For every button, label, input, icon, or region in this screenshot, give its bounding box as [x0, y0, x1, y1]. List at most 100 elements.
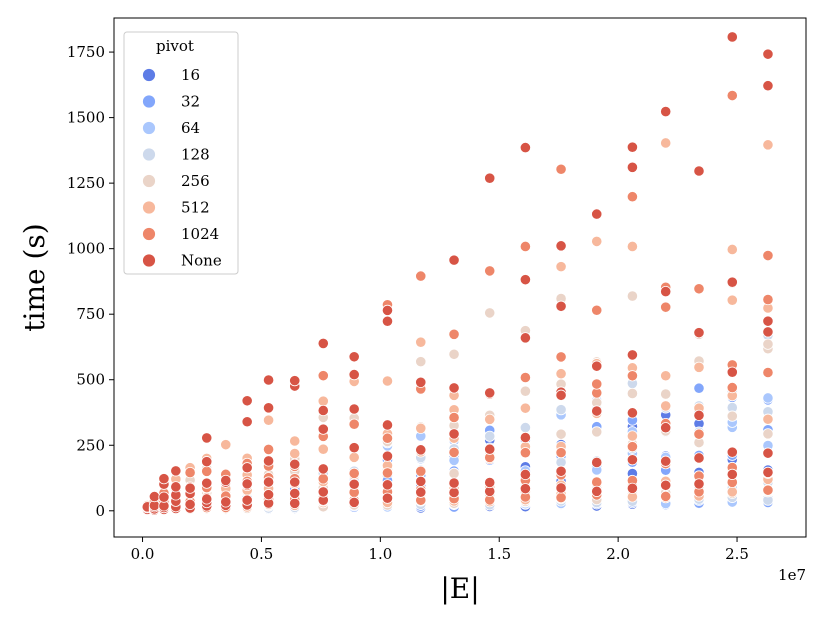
scatter-point-pivot-512: [626, 430, 639, 442]
scatter-point-pivot-none: [170, 465, 182, 477]
scatter-point-pivot-none: [262, 476, 275, 488]
scatter-point-pivot-1024: [591, 378, 603, 390]
legend-label-512: 512: [181, 199, 210, 217]
legend-entries: 16 32 64 128 256 512 1024 None: [142, 66, 222, 270]
scatter-point-pivot-none: [484, 387, 496, 399]
y-tick-label: 1750: [67, 43, 105, 61]
scatter-point-pivot-none: [519, 431, 531, 444]
scatter-point-pivot-none: [484, 476, 496, 489]
scatter-point-pivot-256: [762, 428, 774, 440]
scatter-point-pivot-none: [626, 141, 639, 153]
scatter-point-pivot-none: [158, 491, 170, 503]
scatter-point-pivot-none: [591, 485, 603, 497]
x-tick-label: 0.0: [131, 545, 155, 563]
scatter-point-pivot-none: [317, 337, 329, 350]
scatter-point-pivot-512: [317, 443, 329, 455]
scatter-point-pivot-none: [693, 478, 705, 490]
scatter-point-pivot-1024: [519, 240, 531, 253]
scatter-point-pivot-none: [158, 473, 170, 485]
scatter-point-pivot-none: [220, 496, 232, 508]
scatter-point-pivot-none: [415, 444, 427, 456]
scatter-point-pivot-512: [262, 414, 275, 426]
scatter-point-pivot-512: [660, 137, 672, 149]
scatter-point-pivot-1024: [519, 371, 531, 384]
scatter-point-pivot-1024: [317, 370, 329, 382]
scatter-point-pivot-512: [415, 422, 427, 434]
scatter-point-pivot-512: [726, 243, 738, 256]
scatter-point-pivot-1024: [660, 301, 672, 313]
legend-title: pivot: [156, 37, 194, 55]
scatter-point-pivot-none: [289, 375, 301, 387]
scatter-point-pivot-1024: [484, 265, 496, 277]
scatter-point-pivot-none: [348, 351, 360, 363]
legend-marker-64: [142, 121, 156, 135]
scatter-point-pivot-512: [555, 261, 567, 273]
scatter-point-pivot-512: [484, 413, 496, 425]
scatter-point-pivot-none: [626, 482, 639, 494]
scatter-point-pivot-none: [555, 240, 567, 252]
scatter-point-pivot-512: [415, 336, 427, 348]
scatter-point-pivot-none: [484, 172, 496, 184]
scatter-point-pivot-none: [348, 403, 360, 415]
scatter-point-pivot-64: [762, 392, 774, 404]
legend-label-256: 256: [181, 172, 210, 190]
y-tick-label: 1500: [67, 109, 105, 127]
scatter-point-pivot-none: [201, 456, 213, 468]
scatter-point-pivot-1024: [726, 381, 738, 394]
scatter-point-pivot-none: [184, 498, 196, 511]
scatter-point-pivot-none: [660, 105, 672, 118]
scatter-point-pivot-none: [201, 477, 213, 489]
scatter-point-pivot-none: [448, 428, 460, 440]
scatter-point-pivot-1024: [555, 492, 567, 504]
scatter-point-pivot-512: [348, 451, 360, 463]
y-axis-title: time (s): [18, 223, 51, 331]
scatter-point-pivot-none: [591, 405, 603, 417]
scatter-point-pivot-none: [241, 395, 253, 407]
scatter-point-pivot-256: [448, 467, 460, 480]
scatter-point-pivot-1024: [762, 249, 774, 262]
scatter-point-pivot-none: [591, 360, 603, 372]
scatter-point-pivot-1024: [660, 490, 672, 502]
scatter-point-pivot-none: [241, 462, 253, 474]
scatter-point-pivot-1024: [762, 293, 774, 306]
scatter-point-pivot-1024: [201, 465, 213, 477]
scatter-point-pivot-512: [591, 235, 603, 248]
scatter-point-pivot-1024: [348, 467, 360, 479]
scatter-point-pivot-1024: [555, 351, 567, 363]
scatter-point-pivot-1024: [448, 446, 460, 459]
scatter-point-pivot-none: [415, 486, 427, 498]
scatter-point-pivot-none: [262, 402, 275, 414]
scatter-point-pivot-512: [762, 413, 774, 425]
scatter-point-pivot-512: [726, 486, 738, 498]
scatter-point-pivot-1024: [317, 473, 329, 485]
legend-marker-128: [142, 147, 156, 162]
scatter-point-pivot-1024: [348, 418, 360, 430]
scatter-point-pivot-256: [415, 356, 427, 368]
y-tick-label: 500: [76, 371, 105, 389]
scatter-point-pivot-none: [317, 486, 329, 498]
scatter-point-pivot-1024: [415, 465, 427, 477]
scatter-point-pivot-1024: [184, 466, 196, 479]
scatter-point-pivot-1024: [591, 304, 603, 316]
y-tick-label: 1000: [67, 240, 105, 258]
legend-label-16: 16: [181, 66, 200, 84]
scatter-point-pivot-128: [484, 430, 496, 442]
legend-marker-32: [142, 94, 156, 109]
scatter-point-pivot-none: [555, 300, 567, 312]
y-tick-label: 250: [76, 436, 105, 454]
scatter-point-pivot-none: [626, 407, 639, 419]
scatter-point-pivot-none: [519, 483, 531, 495]
scatter-point-pivot-1024: [693, 428, 705, 440]
scatter-point-pivot-1024: [726, 89, 738, 102]
scatter-point-pivot-1024: [448, 328, 460, 340]
scatter-point-pivot-1024: [555, 163, 567, 175]
scatter-point-pivot-1024: [626, 191, 639, 203]
x-tick-label: 1.0: [368, 545, 392, 563]
x-tick-label: 2.0: [606, 545, 630, 563]
scatter-point-pivot-none: [626, 161, 639, 173]
scatter-point-pivot-none: [693, 327, 705, 339]
scatter-point-pivot-none: [381, 492, 394, 504]
scatter-point-pivot-1024: [555, 447, 567, 459]
scatter-point-pivot-none: [148, 490, 161, 503]
scatter-point-pivot-512: [317, 395, 329, 407]
